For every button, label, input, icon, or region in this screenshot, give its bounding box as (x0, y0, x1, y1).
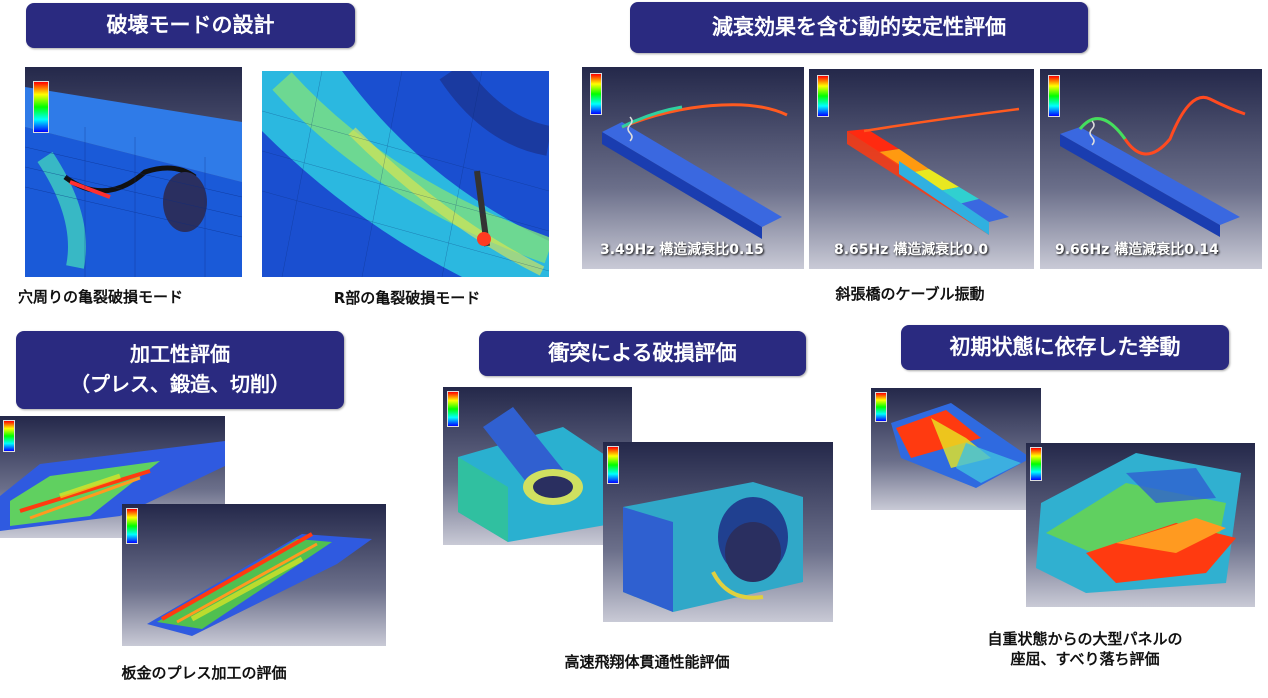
section-title-dynamic-stability: 減衰効果を含む動的安定性評価 (630, 2, 1088, 53)
section-title-impact: 衝突による破損評価 (479, 331, 806, 376)
panel-buckling-image-2 (1026, 443, 1255, 607)
cable-mode-1-image: 3.49Hz 構造減衰比0.15 (582, 67, 804, 269)
formability-title-line1: 加工性評価 (130, 342, 230, 366)
impact-image-2 (603, 442, 833, 622)
section-title-failure-mode: 破壊モードの設計 (26, 3, 355, 48)
hole-crack-image (25, 67, 242, 277)
r-section-crack-image (262, 71, 549, 277)
cable-mode-2-image: 8.65Hz 構造減衰比0.0 (809, 69, 1034, 269)
caption-press-forming: 板金のプレス加工の評価 (121, 664, 287, 682)
caption-panel-buckling: 自重状態からの大型パネルの 座屈、すべり落ち評価 (940, 629, 1230, 669)
caption-cable-vibration: 斜張橋のケーブル振動 (835, 285, 985, 303)
section-title-initial-state: 初期状態に依存した挙動 (901, 325, 1229, 370)
press-sheet-image-2 (122, 504, 386, 646)
panel-buckling-image-1 (871, 388, 1041, 510)
panel-caption-line1: 自重状態からの大型パネルの (987, 630, 1183, 648)
panel-caption-line2: 座屈、すべり落ち評価 (1010, 650, 1160, 668)
formability-title-line2: （プレス、鍛造、切削） (70, 372, 290, 396)
caption-projectile-penetration: 高速飛翔体貫通性能評価 (564, 653, 730, 671)
frequency-label-3: 9.66Hz 構造減衰比0.14 (1055, 242, 1219, 258)
frequency-label-1: 3.49Hz 構造減衰比0.15 (600, 242, 764, 258)
impact-image-1 (443, 387, 632, 545)
cable-mode-3-image: 9.66Hz 構造減衰比0.14 (1040, 69, 1262, 269)
caption-hole-crack: 穴周りの亀裂破損モード (18, 288, 184, 306)
caption-r-crack: R部の亀裂破損モード (333, 289, 481, 307)
frequency-label-2: 8.65Hz 構造減衰比0.0 (834, 242, 989, 258)
section-title-formability: 加工性評価 （プレス、鍛造、切削） (16, 331, 344, 409)
